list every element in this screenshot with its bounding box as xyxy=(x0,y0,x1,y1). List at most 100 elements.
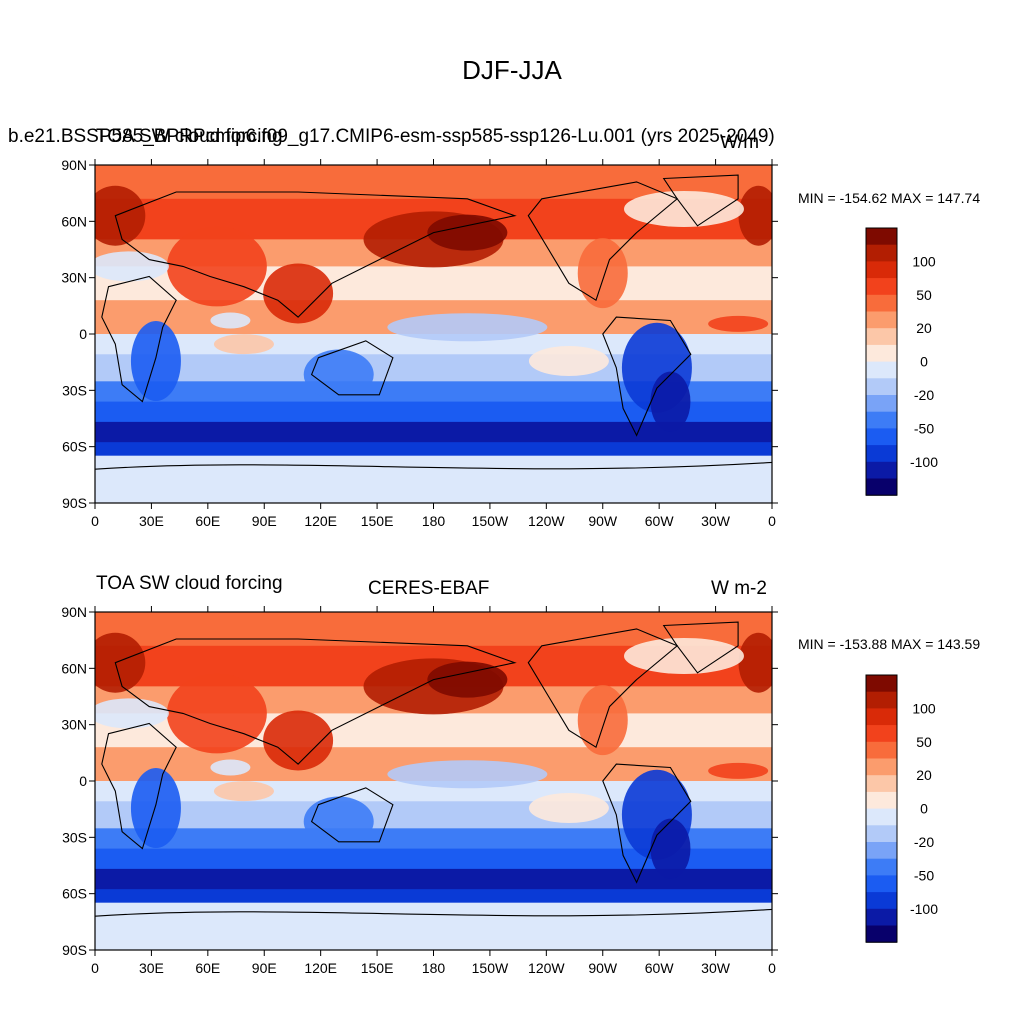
field-feature xyxy=(708,315,769,332)
y-tick-label: 60N xyxy=(61,660,87,676)
field-band xyxy=(95,401,772,423)
field-band xyxy=(95,781,772,803)
colorbar-label: -100 xyxy=(910,454,938,470)
y-tick-label: 90S xyxy=(62,942,87,958)
y-tick-label: 30S xyxy=(62,829,87,845)
colorbar-swatch xyxy=(866,675,897,693)
y-tick-label: 60S xyxy=(62,439,87,455)
colorbar-swatch xyxy=(866,411,897,429)
x-tick-label: 180 xyxy=(422,960,446,976)
model-units: W/m xyxy=(720,132,760,153)
field-feature xyxy=(650,818,691,879)
coastline xyxy=(114,638,517,765)
x-tick-label: 0 xyxy=(768,513,776,529)
colorbar-swatch xyxy=(866,294,897,312)
field-feature xyxy=(210,312,251,329)
colorbar-swatch xyxy=(866,775,897,793)
colorbar-label: 100 xyxy=(912,700,936,716)
colorbar-swatch xyxy=(866,461,897,479)
main-title: DJF-JJA xyxy=(462,55,562,85)
coastline xyxy=(101,275,177,403)
field-band xyxy=(95,801,772,830)
x-tick-label: 60E xyxy=(195,513,220,529)
field-feature xyxy=(738,632,772,693)
field-band xyxy=(95,828,772,850)
x-tick-label: 30W xyxy=(701,960,731,976)
field-feature xyxy=(210,759,251,776)
colorbar-label: -50 xyxy=(914,420,934,436)
colorbar-swatch xyxy=(866,875,897,893)
model-case-title: b.e21.BSSP585_BPRPcmip6.f09_g17.CMIP6-es… xyxy=(8,126,775,147)
field-feature xyxy=(738,185,772,246)
colorbar-label: -50 xyxy=(914,867,934,883)
colorbar-label: 20 xyxy=(916,320,932,336)
field-feature xyxy=(303,796,374,847)
colorbar-swatch xyxy=(866,925,897,943)
x-tick-label: 150E xyxy=(361,960,394,976)
colorbar-swatch xyxy=(866,892,897,910)
colorbar-label: 20 xyxy=(916,767,932,783)
y-tick-label: 30S xyxy=(62,382,87,398)
panel-obs: 0 30E 60E 90E 120E 150E 180 150W 120W 90W 60W 30W 0 9… xyxy=(0,0,1024,976)
field-feature xyxy=(528,346,609,377)
field-band xyxy=(95,848,772,870)
field-feature xyxy=(387,760,548,789)
y-tick-label: 60S xyxy=(62,886,87,902)
field-feature xyxy=(427,214,508,251)
map-field xyxy=(95,612,772,950)
y-tick-label: 90N xyxy=(61,604,87,620)
colorbar-swatch xyxy=(866,691,897,709)
colorbar-frame xyxy=(865,227,898,496)
colorbar-label: 0 xyxy=(920,354,928,370)
coastline xyxy=(527,628,679,749)
field-band xyxy=(95,442,772,457)
colorbar-swatch xyxy=(866,808,897,826)
colorbar-swatch xyxy=(866,741,897,759)
x-tick-label: 120E xyxy=(304,513,337,529)
x-tick-label: 60W xyxy=(645,513,675,529)
colorbar-swatch xyxy=(866,244,897,262)
field-band xyxy=(95,645,772,688)
field-feature xyxy=(577,238,628,309)
field-feature xyxy=(623,637,744,674)
x-tick-label: 150E xyxy=(361,513,394,529)
x-tick-label: 90W xyxy=(588,513,618,529)
field-feature xyxy=(213,781,274,802)
coastline xyxy=(662,174,739,227)
field-band xyxy=(95,421,772,444)
map-field xyxy=(95,165,772,503)
y-tick-label: 30N xyxy=(61,717,87,733)
field-band xyxy=(95,713,772,749)
panel-model: 0 30E 60E 90E 120E 150E 180 150W 120W 90W 60W 30W 0 9… xyxy=(0,0,1024,529)
field-band xyxy=(95,381,772,403)
colorbar-label: 100 xyxy=(912,253,936,269)
field-feature xyxy=(263,710,334,771)
colorbar-label: 50 xyxy=(916,734,932,750)
coastline xyxy=(662,621,739,674)
field-band xyxy=(95,686,772,715)
field-feature xyxy=(95,632,146,693)
colorbar-label: -100 xyxy=(910,901,938,917)
coastline xyxy=(310,340,394,396)
x-tick-label: 150W xyxy=(472,513,509,529)
y-tick-label: 0 xyxy=(79,326,87,342)
x-tick-label: 180 xyxy=(422,513,446,529)
colorbar-swatch xyxy=(866,758,897,776)
coastline xyxy=(95,461,772,470)
colorbar-swatch xyxy=(866,261,897,279)
obs-min-max: MIN = -153.88 MAX = 143.59 xyxy=(798,636,981,652)
field-band xyxy=(95,455,772,503)
field-feature xyxy=(708,762,769,779)
coastline xyxy=(310,787,394,843)
colorbar-swatch xyxy=(866,825,897,843)
colorbar-swatch xyxy=(866,311,897,329)
field-feature xyxy=(95,698,169,729)
colorbar-swatch xyxy=(866,708,897,726)
obs-source-title: CERES-EBAF xyxy=(368,578,490,599)
x-tick-label: 60W xyxy=(645,960,675,976)
coastline xyxy=(114,191,517,318)
x-tick-label: 90E xyxy=(252,960,277,976)
field-band xyxy=(95,747,772,782)
x-tick-label: 60E xyxy=(195,960,220,976)
y-tick-label: 90N xyxy=(61,157,87,173)
